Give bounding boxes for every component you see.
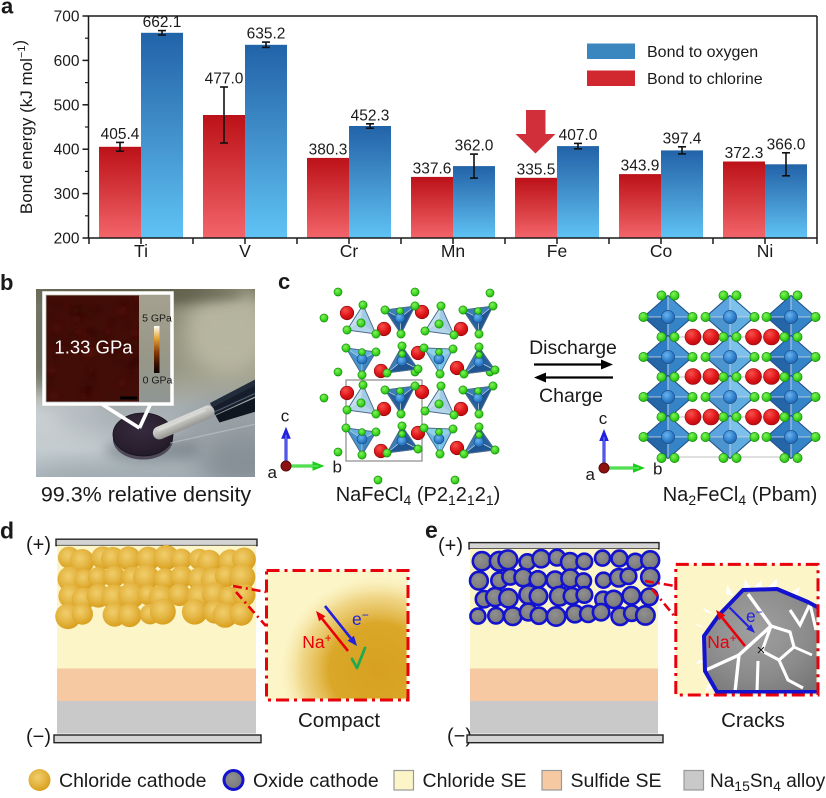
svg-text:Na15Sn4 alloy: Na15Sn4 alloy bbox=[710, 771, 826, 793]
svg-text:(−): (−) bbox=[447, 726, 472, 748]
svg-text:c: c bbox=[278, 269, 290, 294]
svg-text:(−): (−) bbox=[26, 726, 51, 748]
svg-text:Ni: Ni bbox=[757, 241, 774, 261]
svg-text:NaFeCl4 (P212121): NaFeCl4 (P212121) bbox=[336, 484, 501, 508]
svg-text:Cr: Cr bbox=[340, 241, 359, 261]
svg-text:a: a bbox=[586, 465, 596, 484]
svg-text:(+): (+) bbox=[26, 534, 51, 556]
svg-text:500: 500 bbox=[54, 97, 80, 114]
svg-text:Fe: Fe bbox=[547, 241, 567, 261]
svg-text:Bond to oxygen: Bond to oxygen bbox=[647, 44, 758, 61]
svg-text:Oxide cathode: Oxide cathode bbox=[253, 770, 379, 792]
svg-text:343.9: 343.9 bbox=[621, 158, 660, 175]
svg-text:c: c bbox=[281, 407, 290, 426]
svg-text:Bond to chlorine: Bond to chlorine bbox=[647, 71, 763, 88]
svg-text:366.0: 366.0 bbox=[767, 136, 806, 153]
svg-text:Discharge: Discharge bbox=[529, 337, 617, 359]
svg-text:380.3: 380.3 bbox=[309, 141, 348, 158]
svg-text:Na+: Na+ bbox=[302, 631, 331, 652]
svg-text:0 GPa: 0 GPa bbox=[143, 375, 173, 387]
svg-text:d: d bbox=[0, 518, 14, 544]
svg-text:Chloride SE: Chloride SE bbox=[423, 770, 527, 792]
svg-text:452.3: 452.3 bbox=[351, 107, 390, 124]
svg-text:335.5: 335.5 bbox=[517, 161, 556, 178]
svg-text:(+): (+) bbox=[438, 535, 463, 557]
svg-text:Ti: Ti bbox=[134, 241, 148, 261]
svg-text:407.0: 407.0 bbox=[559, 127, 598, 144]
svg-text:400: 400 bbox=[54, 142, 80, 159]
svg-text:397.4: 397.4 bbox=[663, 130, 702, 147]
svg-text:Co: Co bbox=[650, 241, 672, 261]
svg-text:Na2FeCl4 (Pbam): Na2FeCl4 (Pbam) bbox=[663, 484, 818, 508]
svg-text:300: 300 bbox=[54, 186, 80, 203]
svg-text:a: a bbox=[1, 0, 14, 19]
svg-text:200: 200 bbox=[54, 231, 80, 248]
svg-text:Na+: Na+ bbox=[707, 631, 736, 652]
svg-text:372.3: 372.3 bbox=[725, 145, 764, 162]
svg-text:b: b bbox=[0, 270, 13, 295]
svg-text:5 GPa: 5 GPa bbox=[142, 313, 172, 325]
svg-text:635.2: 635.2 bbox=[247, 26, 286, 43]
svg-text:Charge: Charge bbox=[539, 385, 603, 407]
svg-text:Mn: Mn bbox=[441, 241, 465, 261]
svg-text:c: c bbox=[599, 409, 608, 428]
svg-text:405.4: 405.4 bbox=[101, 126, 140, 143]
svg-text:700: 700 bbox=[54, 9, 80, 26]
svg-text:a: a bbox=[268, 463, 278, 482]
svg-text:V: V bbox=[239, 241, 251, 261]
svg-text:362.0: 362.0 bbox=[455, 138, 494, 155]
svg-text:e: e bbox=[425, 517, 438, 543]
svg-text:477.0: 477.0 bbox=[205, 71, 244, 88]
svg-text:b: b bbox=[653, 460, 662, 479]
svg-text:Compact: Compact bbox=[298, 709, 380, 732]
svg-text:600: 600 bbox=[54, 53, 80, 70]
svg-text:99.3% relative density: 99.3% relative density bbox=[41, 483, 252, 507]
svg-text:Sulfide SE: Sulfide SE bbox=[571, 770, 662, 792]
svg-text:b: b bbox=[333, 458, 342, 477]
svg-text:×: × bbox=[757, 642, 766, 659]
svg-text:Cracks: Cracks bbox=[721, 709, 785, 732]
svg-text:662.1: 662.1 bbox=[143, 14, 182, 31]
svg-text:Chloride cathode: Chloride cathode bbox=[59, 770, 206, 792]
svg-text:1.33 GPa: 1.33 GPa bbox=[54, 337, 133, 358]
svg-text:337.6: 337.6 bbox=[413, 160, 452, 177]
